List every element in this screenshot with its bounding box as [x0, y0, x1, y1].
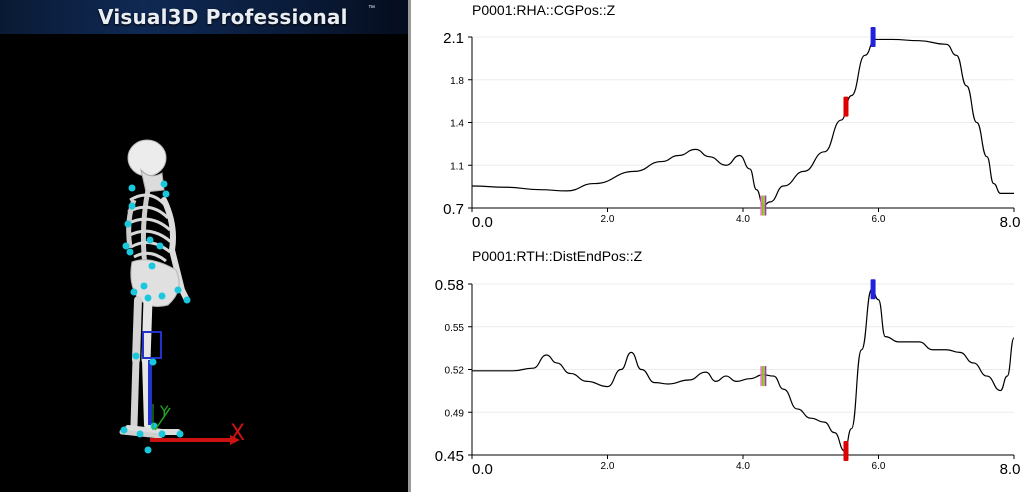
series-line: [471, 38, 1014, 207]
chart-cgpos-plot: 0.7 1.1 1.4 1.8 2.1 0.0 2.0 4.0 6.0 8.0: [443, 27, 1021, 231]
x-tick-label: 8.0: [1000, 461, 1021, 478]
x-tick-label: 4.0: [736, 214, 750, 225]
chart-distendpos[interactable]: P0001:RTH::DistEndPos::Z 0.45 0.49 0.52 0.5…: [411, 246, 1026, 492]
skeleton-scene: X Y: [119, 139, 245, 454]
lab-axes: X Y: [150, 404, 245, 446]
x-tick-label: 0.0: [472, 214, 493, 231]
skeleton-model-icon: [119, 139, 190, 439]
x-tick-label: 4.0: [736, 461, 750, 472]
x-tick-label: 6.0: [872, 461, 886, 472]
event-marker-red: [843, 441, 849, 462]
y-tick-label: 0.7: [443, 201, 464, 218]
x-tick-label: 0.0: [472, 461, 493, 478]
marker-set: [120, 180, 191, 454]
x-tick-label: 2.0: [601, 461, 615, 472]
chart-title: P0001:RTH::DistEndPos::Z: [472, 248, 643, 264]
x-tick-label: 2.0: [601, 214, 615, 225]
y-tick-label: 1.4: [450, 119, 464, 130]
chart-title: P0001:RHA::CGPos::Z: [472, 2, 616, 18]
event-marker-multi: [761, 195, 764, 216]
trademark-symbol: ™: [368, 5, 375, 12]
y-tick-label: 0.49: [445, 408, 465, 419]
event-marker-multi: [764, 366, 767, 387]
event-marker-blue: [870, 279, 876, 300]
y-tick-label: 0.45: [435, 448, 464, 465]
chart-panel: P0001:RHA::CGPos::Z 0.7 1.1 1.4 1.8 2.1 0.0 2.…: [411, 0, 1026, 492]
app-title: Visual3D Professional: [98, 5, 348, 29]
3d-viewport[interactable]: Visual3D Professional ™: [0, 0, 408, 492]
y-tick-label: 1.1: [450, 161, 464, 172]
y-tick-label: 1.8: [450, 76, 464, 87]
y-tick-label: 0.52: [445, 366, 465, 377]
series-line: [472, 288, 1015, 452]
event-marker-multi: [761, 366, 764, 387]
segment-axes: [142, 331, 162, 425]
event-marker-multi: [763, 195, 765, 216]
y-tick-label: 0.55: [445, 323, 465, 334]
y-tick-label: 0.58: [435, 277, 464, 294]
pane-divider[interactable]: [408, 0, 411, 492]
chart-distendpos-plot: 0.45 0.49 0.52 0.55 0.58 0.0 2.0 4.0 6.0 8.0: [435, 277, 1021, 478]
x-tick-label: 6.0: [872, 214, 886, 225]
event-marker-multi: [760, 366, 762, 387]
event-marker-multi: [760, 195, 762, 216]
event-marker-red: [843, 96, 849, 117]
event-marker-multi: [764, 195, 767, 216]
axis-y-label: Y: [159, 404, 169, 420]
axis-x-label: X: [230, 421, 245, 446]
y-tick-label: 2.1: [443, 30, 464, 47]
event-marker-multi: [763, 366, 765, 387]
event-marker-blue: [870, 27, 876, 47]
app-banner: Visual3D Professional ™: [0, 0, 408, 34]
x-tick-label: 8.0: [1000, 214, 1021, 231]
